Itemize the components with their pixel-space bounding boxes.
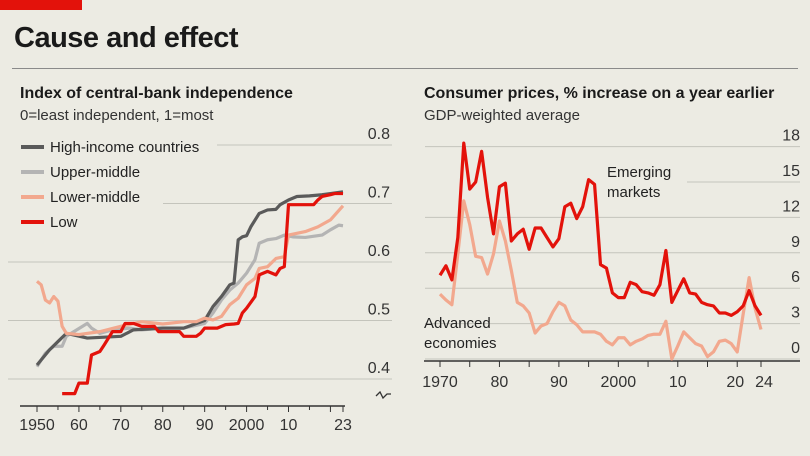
x-tick-label: 90 [196, 417, 214, 434]
x-tick-label: 80 [154, 417, 172, 434]
series-line-advanced-economies [438, 199, 763, 361]
left-chart-subtitle: 0=least independent, 1=most [20, 107, 214, 124]
y-tick-label: 12 [782, 198, 800, 215]
legend-label: High-income countries [50, 139, 199, 156]
y-tick-label: 15 [782, 163, 800, 180]
annotation-emerging-markets: markets [607, 184, 660, 201]
x-tick-label: 80 [491, 374, 509, 391]
page-title: Cause and effect [14, 22, 239, 54]
x-tick-label: 24 [755, 374, 773, 391]
axis-break-icon [375, 390, 391, 400]
series-line-emerging-markets [438, 141, 763, 317]
x-tick-label: 1950 [19, 417, 55, 434]
annotation-emerging-markets: Emerging [607, 164, 671, 181]
y-tick-label: 0.6 [368, 243, 390, 260]
series-line-lower-middle [35, 204, 345, 337]
y-tick-label: 6 [791, 269, 800, 286]
x-tick-label: 23 [334, 417, 352, 434]
y-tick-label: 0.5 [368, 302, 390, 319]
x-tick-label: 2000 [229, 417, 265, 434]
y-tick-label: 0 [791, 340, 800, 357]
title-divider [12, 68, 798, 69]
x-tick-label: 2000 [601, 374, 637, 391]
right-chart-title: Consumer prices, % increase on a year ea… [424, 85, 775, 102]
x-tick-label: 90 [550, 374, 568, 391]
left-chart-title: Index of central-bank independence [20, 85, 293, 102]
y-tick-label: 9 [791, 234, 800, 251]
y-tick-label: 18 [782, 128, 800, 145]
y-tick-label: 3 [791, 305, 800, 322]
x-tick-label: 10 [669, 374, 687, 391]
legend-label: Low [50, 214, 78, 231]
brand-red-bar [0, 0, 82, 10]
x-tick-label: 60 [70, 417, 88, 434]
y-tick-label: 0.4 [368, 360, 390, 377]
x-tick-label: 10 [280, 417, 298, 434]
series-line-low [62, 191, 343, 396]
legend-label: Upper-middle [50, 164, 140, 181]
x-tick-label: 70 [112, 417, 130, 434]
annotation-advanced-economies: economies [424, 335, 497, 352]
right-chart-subtitle: GDP-weighted average [424, 107, 580, 124]
annotation-advanced-economies: Advanced [424, 315, 491, 332]
x-tick-label: 20 [726, 374, 744, 391]
series-line-upper-middle [35, 223, 344, 368]
series-line-high-income-countries [35, 190, 344, 366]
x-tick-label: 1970 [422, 374, 458, 391]
legend-label: Lower-middle [50, 189, 140, 206]
y-tick-label: 0.8 [368, 126, 390, 143]
y-tick-label: 0.7 [368, 185, 390, 202]
